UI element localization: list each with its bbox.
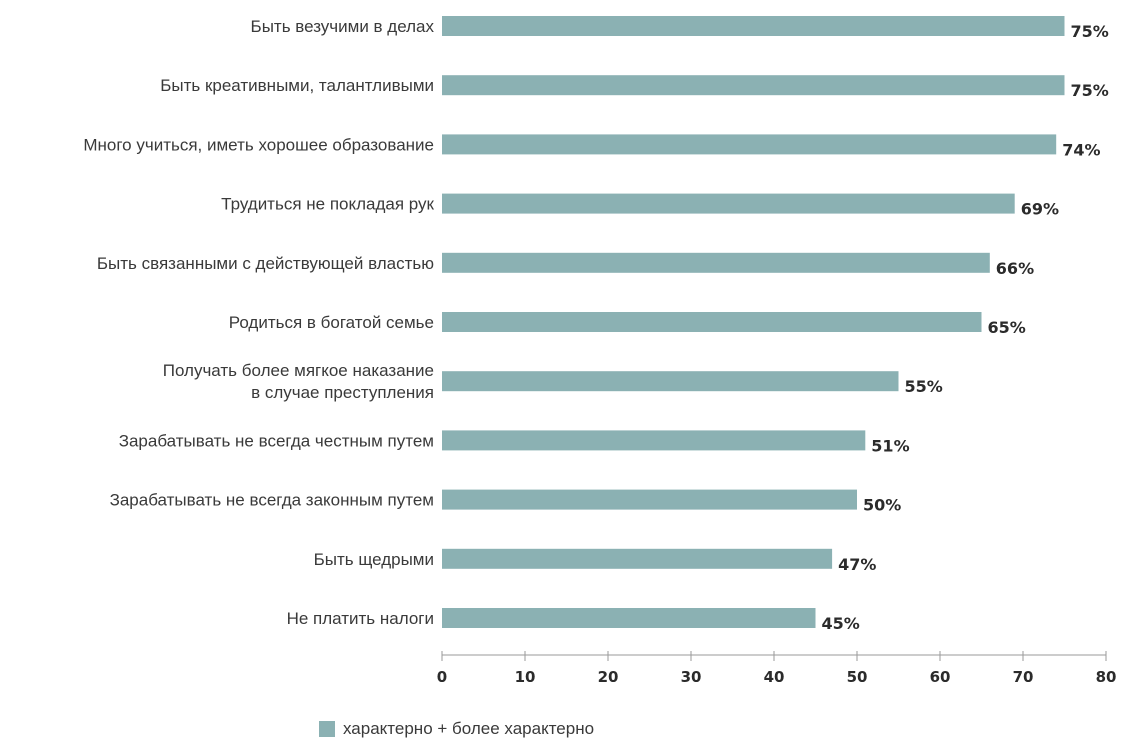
category-label: Быть щедрыми: [314, 550, 434, 569]
bar: [442, 312, 982, 332]
category-label: Зарабатывать не всегда законным путем: [110, 491, 434, 510]
x-tick-label: 20: [598, 668, 619, 686]
value-label: 69%: [1021, 200, 1059, 219]
legend-swatch: [319, 721, 335, 737]
bar: [442, 371, 899, 392]
bar: [442, 75, 1065, 96]
value-label: 65%: [988, 318, 1026, 337]
category-label: Родиться в богатой семье: [229, 313, 434, 332]
bar: [442, 252, 990, 273]
x-tick-label: 60: [930, 668, 951, 686]
x-tick-label: 80: [1096, 668, 1117, 686]
category-label: Быть связанными с действующей властью: [97, 254, 434, 273]
legend-label: характерно + более характерно: [343, 719, 595, 738]
category-label: Много учиться, иметь хорошее образование: [83, 135, 434, 154]
value-label: 47%: [838, 555, 876, 574]
x-tick-label: 30: [681, 668, 702, 686]
category-label: Быть креативными, талантливыми: [160, 76, 434, 95]
value-label: 75%: [1071, 22, 1109, 41]
value-label: 66%: [996, 259, 1034, 278]
bar: [442, 548, 833, 569]
bar: [442, 16, 1065, 36]
bar: [442, 489, 857, 510]
bar: [442, 134, 1057, 155]
category-label: Не платить налоги: [287, 609, 434, 628]
category-label: Трудиться не покладая рук: [221, 195, 434, 214]
x-tick-label: 10: [515, 668, 536, 686]
x-tick-label: 50: [847, 668, 868, 686]
value-label: 75%: [1071, 81, 1109, 100]
category-label: Получать более мягкое наказание в случае …: [163, 361, 434, 402]
category-label: Зарабатывать не всегда честным путем: [119, 431, 434, 450]
value-label: 50%: [863, 496, 901, 515]
value-label: 51%: [871, 436, 909, 455]
value-label: 55%: [905, 377, 943, 396]
bar: [442, 430, 866, 451]
value-label: 74%: [1062, 140, 1100, 159]
x-tick-label: 70: [1013, 668, 1034, 686]
bar: [442, 193, 1015, 214]
bar: [442, 608, 816, 628]
category-label: Быть везучими в делах: [251, 17, 435, 36]
x-tick-label: 40: [764, 668, 785, 686]
value-label: 45%: [822, 614, 860, 633]
legend: характерно + более характерно: [319, 719, 594, 739]
x-tick-label: 0: [437, 668, 447, 686]
